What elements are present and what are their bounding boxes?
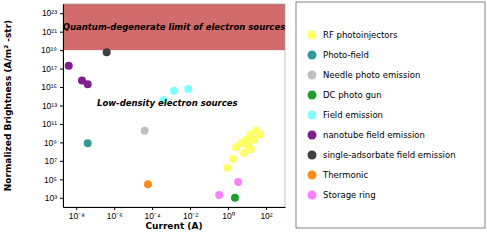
x-tick: 10⁻⁶ bbox=[107, 207, 123, 221]
y-tick: 10²¹ bbox=[42, 27, 63, 37]
y-tick: 10¹⁵ bbox=[41, 82, 63, 92]
x-tick-mark bbox=[190, 207, 191, 210]
y-tick-label: 10¹¹ bbox=[42, 119, 57, 129]
x-tick-label: 10⁻⁶ bbox=[107, 211, 123, 221]
legend-marker bbox=[308, 131, 317, 140]
y-tick-mark bbox=[60, 124, 63, 125]
y-tick-label: 10⁷ bbox=[44, 156, 57, 166]
y-axis: 10³ 10⁵ 10⁷ 10⁹ 10¹¹ 10¹³ 10¹⁵ 10¹⁷ 10¹⁹ 10²¹ 10²³ bbox=[41, 5, 63, 208]
y-tick-label: 10²¹ bbox=[42, 27, 57, 37]
y-tick: 10²³ bbox=[42, 8, 63, 18]
legend: RF photoinjectors Photo-field Needle photo… bbox=[296, 2, 485, 228]
x-tick: 10⁰ bbox=[222, 207, 234, 221]
data-point bbox=[229, 155, 237, 163]
x-tick: 10² bbox=[260, 207, 272, 221]
legend-marker bbox=[308, 191, 317, 200]
legend-label: Storage ring bbox=[323, 190, 376, 200]
x-axis-line bbox=[64, 207, 286, 208]
y-tick-mark bbox=[60, 87, 63, 88]
y-tick-mark bbox=[60, 179, 63, 180]
legend-marker bbox=[308, 51, 317, 60]
x-axis-title: Current (A) bbox=[145, 221, 202, 231]
y-tick-mark bbox=[60, 142, 63, 143]
legend-marker bbox=[308, 91, 317, 100]
data-point bbox=[184, 85, 192, 93]
y-tick-mark bbox=[60, 198, 63, 199]
x-tick-mark bbox=[114, 207, 115, 210]
y-tick-label: 10²³ bbox=[42, 8, 57, 18]
legend-label: Photo-field bbox=[323, 50, 369, 60]
y-tick-label: 10¹³ bbox=[42, 101, 57, 111]
y-tick-mark bbox=[60, 106, 63, 107]
x-tick-label: 10⁻² bbox=[183, 211, 198, 221]
x-tick-label: 10⁰ bbox=[222, 211, 234, 221]
y-tick-mark bbox=[60, 161, 63, 162]
y-tick-label: 10³ bbox=[45, 193, 57, 203]
x-tick-label: 10⁻⁸ bbox=[69, 211, 85, 221]
annotation: Quantum-degenerate limit of electron sou… bbox=[63, 22, 286, 32]
limit-band bbox=[63, 4, 285, 50]
y-axis-line bbox=[63, 5, 64, 208]
y-tick: 10⁹ bbox=[44, 138, 63, 148]
y-tick-label: 10⁵ bbox=[44, 175, 57, 185]
legend-marker bbox=[308, 111, 317, 120]
legend-label: DC photo gun bbox=[323, 90, 382, 100]
y-tick-label: 10¹⁵ bbox=[41, 82, 57, 92]
x-tick-label: 10² bbox=[260, 211, 272, 221]
legend-label: RF photoinjectors bbox=[323, 30, 398, 40]
y-tick: 10¹⁷ bbox=[42, 64, 63, 74]
legend-label: single-adsorbate field emission bbox=[323, 150, 456, 160]
data-point bbox=[144, 180, 152, 188]
y-tick-label: 10¹⁷ bbox=[42, 64, 57, 74]
legend-label: Field emission bbox=[323, 110, 383, 120]
y-tick: 10¹⁹ bbox=[41, 45, 63, 55]
legend-marker bbox=[308, 31, 317, 40]
data-point bbox=[223, 164, 231, 172]
y-tick-mark bbox=[60, 50, 63, 51]
y-tick-mark bbox=[60, 13, 63, 14]
y-tick: 10¹³ bbox=[42, 101, 63, 111]
x-tick: 10⁻⁴ bbox=[145, 207, 161, 221]
legend-marker bbox=[308, 71, 317, 80]
y-tick: 10¹¹ bbox=[42, 119, 63, 129]
legend-box bbox=[296, 2, 485, 228]
chart: 10⁻⁸10⁻⁶10⁻⁴10⁻²10⁰10²10³10⁵10⁷10⁹10¹¹10… bbox=[0, 0, 487, 232]
data-point bbox=[240, 149, 248, 157]
x-tick-mark bbox=[228, 207, 229, 210]
y-tick-label: 10¹⁹ bbox=[41, 45, 57, 55]
y-tick: 10⁵ bbox=[44, 175, 63, 185]
y-tick-label: 10⁹ bbox=[44, 138, 57, 148]
data-point bbox=[65, 62, 73, 70]
data-point bbox=[231, 194, 239, 202]
x-tick-mark bbox=[152, 207, 153, 210]
data-point bbox=[141, 127, 149, 135]
data-point bbox=[250, 136, 258, 144]
data-point bbox=[103, 48, 111, 56]
x-tick-label: 10⁻⁴ bbox=[145, 211, 161, 221]
x-tick-mark bbox=[266, 207, 267, 210]
y-axis-title: Normalized Brightness (A/m² -str) bbox=[3, 20, 13, 191]
x-tick: 10⁻⁸ bbox=[69, 207, 85, 221]
data-point bbox=[232, 143, 240, 151]
plot-area bbox=[63, 4, 285, 202]
legend-label: Thermonic bbox=[322, 170, 368, 180]
legend-marker bbox=[308, 171, 317, 180]
legend-marker bbox=[308, 151, 317, 160]
data-point bbox=[170, 87, 178, 95]
x-axis: 10⁻⁸ 10⁻⁶ 10⁻⁴ 10⁻² 10⁰ 10² bbox=[64, 207, 286, 221]
data-point bbox=[84, 139, 92, 147]
annotation: Low-density electron sources bbox=[97, 98, 238, 108]
data-point bbox=[234, 178, 242, 186]
legend-label: Needle photo emission bbox=[323, 70, 420, 80]
y-tick: 10⁷ bbox=[44, 156, 63, 166]
data-point bbox=[247, 145, 255, 153]
x-tick-mark bbox=[76, 207, 77, 210]
data-point bbox=[84, 80, 92, 88]
y-tick-mark bbox=[60, 69, 63, 70]
y-tick: 10³ bbox=[45, 193, 63, 203]
plot-frame bbox=[63, 4, 285, 207]
x-tick: 10⁻² bbox=[183, 207, 198, 221]
data-point bbox=[215, 191, 223, 199]
legend-label: nanotube field emission bbox=[323, 130, 425, 140]
